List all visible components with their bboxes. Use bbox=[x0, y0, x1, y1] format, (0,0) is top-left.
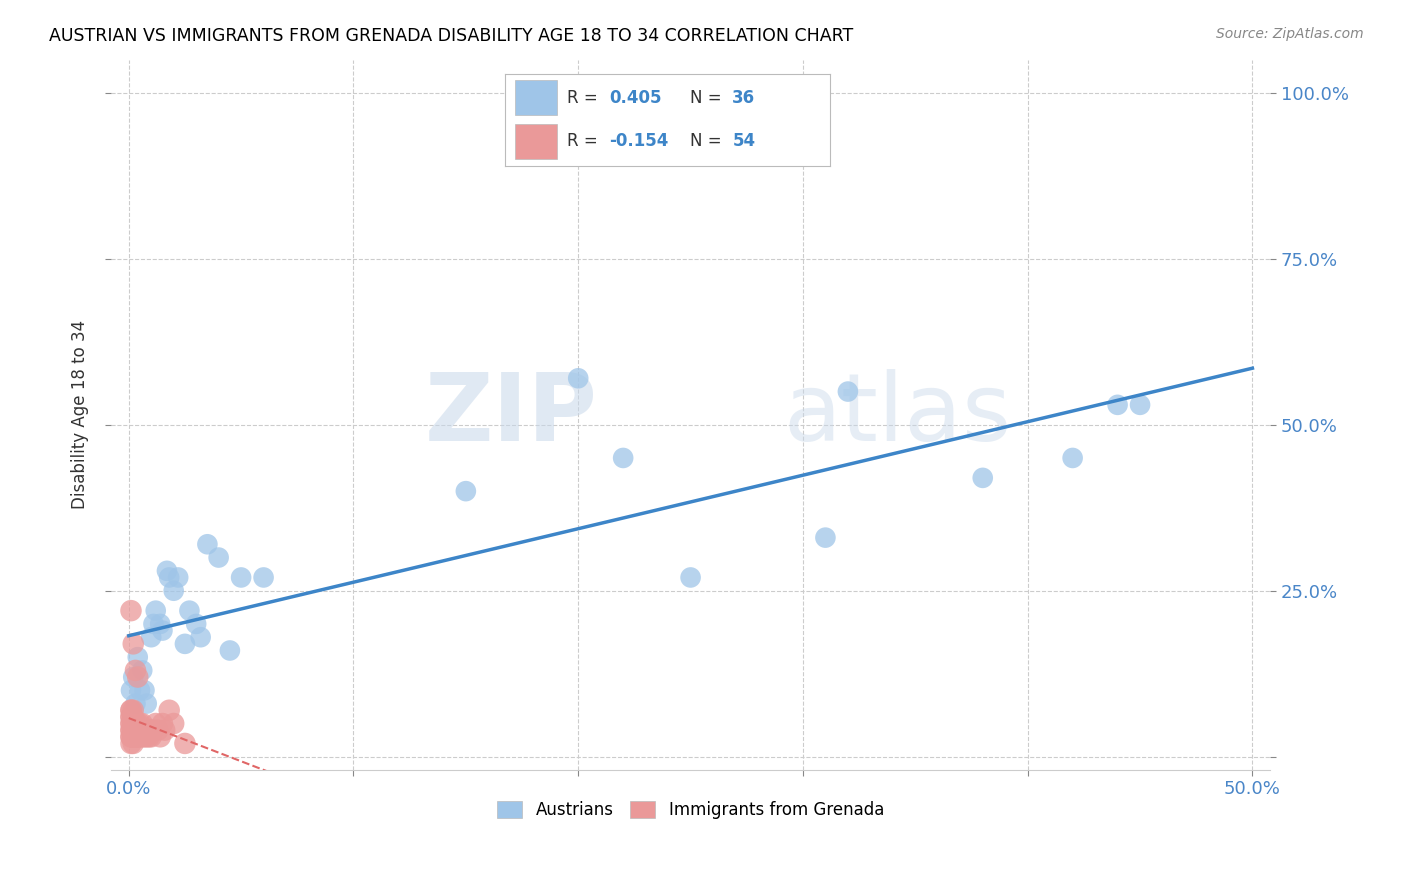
Point bbox=[156, 564, 179, 578]
Point bbox=[153, 723, 176, 738]
Point bbox=[138, 723, 160, 738]
Point bbox=[149, 730, 172, 744]
Point bbox=[131, 723, 153, 738]
Point bbox=[141, 723, 163, 738]
Point bbox=[146, 723, 169, 738]
Point bbox=[145, 716, 167, 731]
Point bbox=[174, 736, 197, 750]
Point bbox=[134, 730, 156, 744]
Point bbox=[138, 730, 160, 744]
Point bbox=[152, 624, 174, 638]
Point bbox=[972, 471, 994, 485]
Point bbox=[142, 723, 165, 738]
Point bbox=[1062, 450, 1084, 465]
Point bbox=[122, 723, 145, 738]
Point bbox=[131, 716, 153, 731]
Point bbox=[129, 723, 152, 738]
Point bbox=[218, 643, 240, 657]
Point bbox=[163, 716, 186, 731]
Point bbox=[127, 716, 149, 731]
Point bbox=[122, 710, 145, 724]
Y-axis label: Disability Age 18 to 34: Disability Age 18 to 34 bbox=[72, 320, 89, 509]
Point bbox=[120, 730, 142, 744]
Point bbox=[1107, 398, 1129, 412]
Point bbox=[120, 710, 142, 724]
Point bbox=[120, 716, 142, 731]
Text: AUSTRIAN VS IMMIGRANTS FROM GRENADA DISABILITY AGE 18 TO 34 CORRELATION CHART: AUSTRIAN VS IMMIGRANTS FROM GRENADA DISA… bbox=[49, 27, 853, 45]
Point bbox=[141, 730, 163, 744]
Point bbox=[174, 637, 197, 651]
Point bbox=[129, 730, 152, 744]
Point bbox=[135, 697, 157, 711]
Point bbox=[120, 716, 142, 731]
Point bbox=[163, 583, 186, 598]
Point bbox=[120, 730, 142, 744]
Point bbox=[141, 630, 163, 644]
Point bbox=[208, 550, 231, 565]
Point bbox=[120, 710, 142, 724]
Point bbox=[679, 570, 702, 584]
Point bbox=[120, 736, 142, 750]
Point bbox=[122, 670, 145, 684]
Text: Source: ZipAtlas.com: Source: ZipAtlas.com bbox=[1216, 27, 1364, 41]
Point bbox=[124, 730, 146, 744]
Point bbox=[124, 716, 146, 731]
Point bbox=[186, 616, 208, 631]
Text: atlas: atlas bbox=[783, 368, 1011, 461]
Point bbox=[127, 730, 149, 744]
Point bbox=[252, 570, 274, 584]
Point bbox=[120, 683, 142, 698]
Point bbox=[152, 716, 174, 731]
Legend: Austrians, Immigrants from Grenada: Austrians, Immigrants from Grenada bbox=[491, 794, 890, 826]
Point bbox=[122, 703, 145, 717]
Point bbox=[120, 703, 142, 717]
Text: ZIP: ZIP bbox=[425, 368, 598, 461]
Point bbox=[127, 650, 149, 665]
Point bbox=[190, 630, 212, 644]
Point bbox=[814, 531, 837, 545]
Point bbox=[197, 537, 219, 551]
Point bbox=[157, 570, 180, 584]
Point bbox=[1129, 398, 1152, 412]
Point bbox=[149, 616, 172, 631]
Point bbox=[124, 730, 146, 744]
Point bbox=[127, 723, 149, 738]
Point bbox=[127, 670, 149, 684]
Point bbox=[122, 730, 145, 744]
Point bbox=[122, 716, 145, 731]
Point bbox=[229, 570, 252, 584]
Point bbox=[837, 384, 859, 399]
Point bbox=[134, 723, 156, 738]
Point bbox=[122, 736, 145, 750]
Point bbox=[157, 703, 180, 717]
Point bbox=[167, 570, 190, 584]
Point bbox=[124, 697, 146, 711]
Point bbox=[120, 723, 142, 738]
Point bbox=[131, 664, 153, 678]
Point bbox=[142, 616, 165, 631]
Point bbox=[129, 716, 152, 731]
Point bbox=[120, 703, 142, 717]
Point bbox=[120, 604, 142, 618]
Point bbox=[122, 730, 145, 744]
Point bbox=[145, 604, 167, 618]
Point bbox=[454, 484, 477, 499]
Point bbox=[567, 371, 589, 385]
Point bbox=[129, 683, 152, 698]
Point bbox=[120, 723, 142, 738]
Point bbox=[124, 716, 146, 731]
Point bbox=[612, 450, 634, 465]
Point bbox=[179, 604, 201, 618]
Point bbox=[135, 730, 157, 744]
Point bbox=[122, 716, 145, 731]
Point bbox=[131, 730, 153, 744]
Point bbox=[134, 683, 156, 698]
Point bbox=[122, 637, 145, 651]
Point bbox=[135, 723, 157, 738]
Point bbox=[124, 723, 146, 738]
Point bbox=[124, 664, 146, 678]
